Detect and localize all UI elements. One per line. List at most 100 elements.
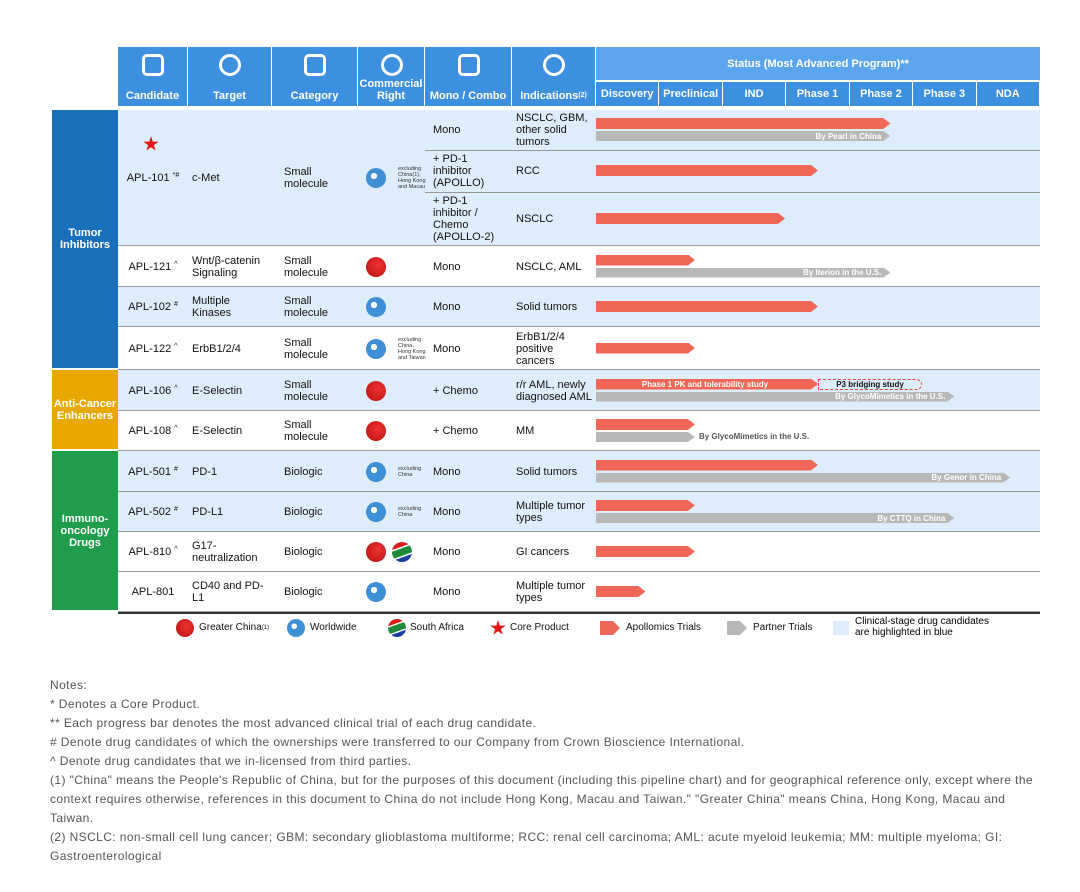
category-cell: Biologic — [284, 506, 323, 518]
worldwide-icon — [366, 168, 386, 188]
category-cell: Small molecule — [284, 419, 329, 443]
candidate-cell: APL-801 — [118, 572, 188, 612]
row-background — [118, 411, 1040, 451]
phase-header: NDA — [976, 82, 1040, 106]
candidate-cell: APL-122 ^ — [118, 327, 188, 370]
row-background — [118, 451, 1040, 492]
row-background — [118, 572, 1040, 612]
category-cell: Biologic — [284, 586, 323, 598]
greater_china-icon — [366, 542, 386, 562]
phase-header: Discovery — [596, 82, 660, 106]
legend-south-africa: South Africa — [410, 621, 464, 635]
candidate-cell: APL-101 *# — [118, 110, 188, 246]
phase-header: Phase 3 — [913, 82, 977, 106]
apollomics-bar — [596, 586, 645, 597]
row-background — [118, 370, 1040, 411]
note-line: ** Each progress bar denotes the most ad… — [50, 716, 537, 730]
candidate-cell: APL-501 # — [118, 451, 188, 492]
worldwide-icon — [366, 502, 386, 522]
header-icon — [142, 54, 164, 76]
column-header-text: Commercial Right — [359, 78, 423, 102]
category-cell: Small molecule — [284, 336, 329, 361]
group-cell: Tumor Inhibitors — [52, 110, 118, 370]
category-cell: Biologic — [284, 546, 323, 558]
candidate-name: APL-810 — [128, 546, 172, 558]
header-icon — [304, 54, 326, 76]
candidate-name: APL-102 — [128, 301, 171, 313]
phase-header: Phase 1 — [786, 82, 850, 106]
target-cell: CD40 and PD-L1 — [192, 580, 264, 604]
table-bottom — [118, 612, 1040, 614]
column-header-text: Candidate — [125, 90, 180, 102]
candidate-name: APL-122 — [128, 342, 172, 355]
header-icon — [380, 54, 403, 76]
partner-label: By GlycoMimetics in the U.S. — [698, 432, 810, 441]
legend-worldwide: Worldwide — [310, 621, 357, 635]
indication-cell: GI cancers — [516, 546, 570, 558]
group-cell: Anti-Cancer Enhancers — [52, 370, 118, 451]
candidate-mark: ^ — [174, 384, 178, 392]
combo-cell: Mono — [433, 546, 461, 558]
note-line: ^ Denote drug candidates that we in-lice… — [50, 754, 412, 768]
candidate-cell: APL-121 ^ — [118, 246, 188, 287]
column-header: Commercial Right — [358, 47, 425, 106]
candidate-cell: APL-502 # — [118, 492, 188, 532]
apollomics-bar — [596, 343, 695, 354]
indication-cell: NSCLC — [516, 213, 554, 225]
right-note: excluding China, Hong Kong and Taiwan — [398, 336, 426, 361]
combo-cell: + Chemo — [433, 384, 478, 397]
combo-cell: Mono — [433, 586, 461, 598]
apollomics-bar — [596, 118, 890, 129]
candidate-cell: APL-102 # — [118, 287, 188, 327]
worldwide-icon — [366, 582, 386, 602]
note-line: (2) NSCLC: non-small cell lung cancer; G… — [50, 830, 1003, 863]
legend-highlight: Clinical-stage drug candidates are highl… — [855, 616, 989, 638]
candidate-mark: ^ — [174, 260, 178, 268]
candidate-mark: # — [173, 301, 178, 308]
apollomics-bar — [596, 255, 695, 266]
south_africa-icon — [388, 619, 406, 637]
candidate-mark: ^ — [174, 425, 178, 432]
indication-cell: Multiple tumor types — [516, 580, 586, 604]
partner-bar: By Iterion in the U.S. — [596, 268, 890, 278]
legend-greater-china-text: Greater China — [199, 622, 262, 633]
column-header: Target — [188, 47, 272, 106]
worldwide-icon — [366, 461, 386, 482]
note-line: * Denotes a Core Product. — [50, 697, 201, 711]
indication-cell: RCC — [516, 165, 540, 177]
indication-cell: NSCLC, AML — [516, 260, 582, 273]
core-star — [490, 620, 506, 635]
indication-cell: ErbB1/2/4 positive cancers — [516, 330, 565, 367]
candidate-cell: APL-810 ^ — [118, 532, 188, 572]
worldwide-icon — [366, 338, 386, 359]
greater_china-icon — [366, 421, 386, 441]
note-line: # Denote drug candidates of which the ow… — [50, 735, 745, 749]
notes: Notes: * Denotes a Core Product. ** Each p… — [50, 676, 1035, 866]
row-background — [118, 327, 1040, 370]
target-cell: E-Selectin — [192, 425, 243, 437]
legend-partner: Partner Trials — [753, 621, 812, 635]
indication-cell: r/r AML, newly diagnosed AML — [516, 378, 592, 403]
candidate-name: APL-106 — [128, 384, 172, 397]
legend-core: Core Product — [510, 621, 569, 635]
target-cell: PD-1 — [192, 465, 218, 478]
target-cell: E-Selectin — [192, 384, 243, 397]
column-header-text: Category — [290, 90, 339, 102]
column-header: Mono / Combo — [425, 47, 512, 106]
indication-cell: Multiple tumor types — [516, 500, 586, 524]
legend-worldwide-text: Worldwide — [310, 622, 357, 633]
column-header: Category — [272, 47, 358, 106]
greater_china-icon — [366, 256, 386, 277]
right-note: excluding China — [398, 465, 422, 478]
combo-cell: Mono — [433, 342, 461, 355]
column-header: Indications (2) — [512, 47, 596, 106]
apollomics-bar — [596, 213, 785, 224]
legend-partner-text: Partner Trials — [753, 622, 813, 633]
column-header-text: Mono / Combo — [429, 90, 507, 102]
right-note: excluding China — [398, 506, 422, 518]
candidate-name: APL-101 — [126, 172, 170, 184]
candidate-name: APL-502 — [128, 506, 171, 518]
apollomics-bar — [596, 419, 695, 430]
phase-header: IND — [722, 82, 787, 106]
